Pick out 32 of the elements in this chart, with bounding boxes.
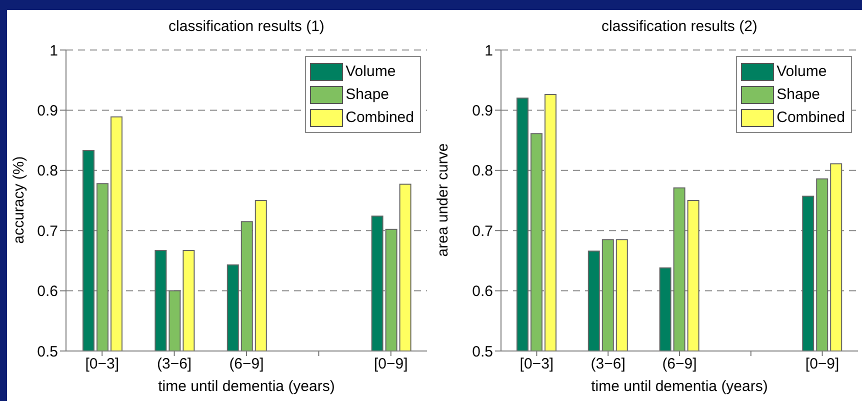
legend-label: Shape bbox=[346, 86, 389, 103]
x-tick-label: (3−6] bbox=[156, 356, 192, 373]
chart-title: classification results (1) bbox=[168, 18, 326, 35]
x-tick-label: [0−9] bbox=[805, 356, 840, 373]
legend-label: Volume bbox=[346, 63, 396, 80]
y-tick-label: 0.6 bbox=[37, 283, 58, 300]
x-tick-label: [0−3] bbox=[85, 356, 119, 373]
y-tick-label: 0.7 bbox=[472, 222, 493, 240]
y-axis-title: accuracy (%) bbox=[10, 156, 28, 244]
legend-label: Combined bbox=[346, 109, 414, 126]
y-tick-label: 0.5 bbox=[37, 343, 58, 360]
legend-label: Combined bbox=[776, 109, 845, 126]
x-axis-title: time until dementia (years) bbox=[158, 378, 335, 395]
legend-label: Volume bbox=[776, 63, 827, 80]
legend-label: Shape bbox=[776, 86, 820, 103]
x-tick-label: [0−9] bbox=[374, 356, 408, 373]
y-tick-label: 1 bbox=[50, 42, 58, 60]
y-tick-label: 1 bbox=[484, 42, 493, 60]
chart-title: classification results (2) bbox=[600, 18, 758, 35]
y-tick-label: 0.8 bbox=[37, 162, 58, 180]
x-tick-label: [0−3] bbox=[520, 356, 554, 373]
y-tick-label: 0.5 bbox=[472, 343, 493, 360]
x-tick-label: (3−6] bbox=[590, 356, 626, 373]
y-tick-label: 0.9 bbox=[37, 102, 58, 120]
y-axis-title: area under curve bbox=[434, 143, 452, 257]
x-tick-label: (6−9] bbox=[662, 356, 697, 373]
y-tick-label: 0.8 bbox=[472, 162, 493, 180]
x-tick-label: (6−9] bbox=[229, 356, 264, 373]
y-tick-label: 0.9 bbox=[472, 102, 493, 120]
y-tick-label: 0.7 bbox=[37, 222, 58, 240]
x-axis-title: time until dementia (years) bbox=[591, 378, 768, 395]
y-tick-label: 0.6 bbox=[472, 283, 493, 300]
